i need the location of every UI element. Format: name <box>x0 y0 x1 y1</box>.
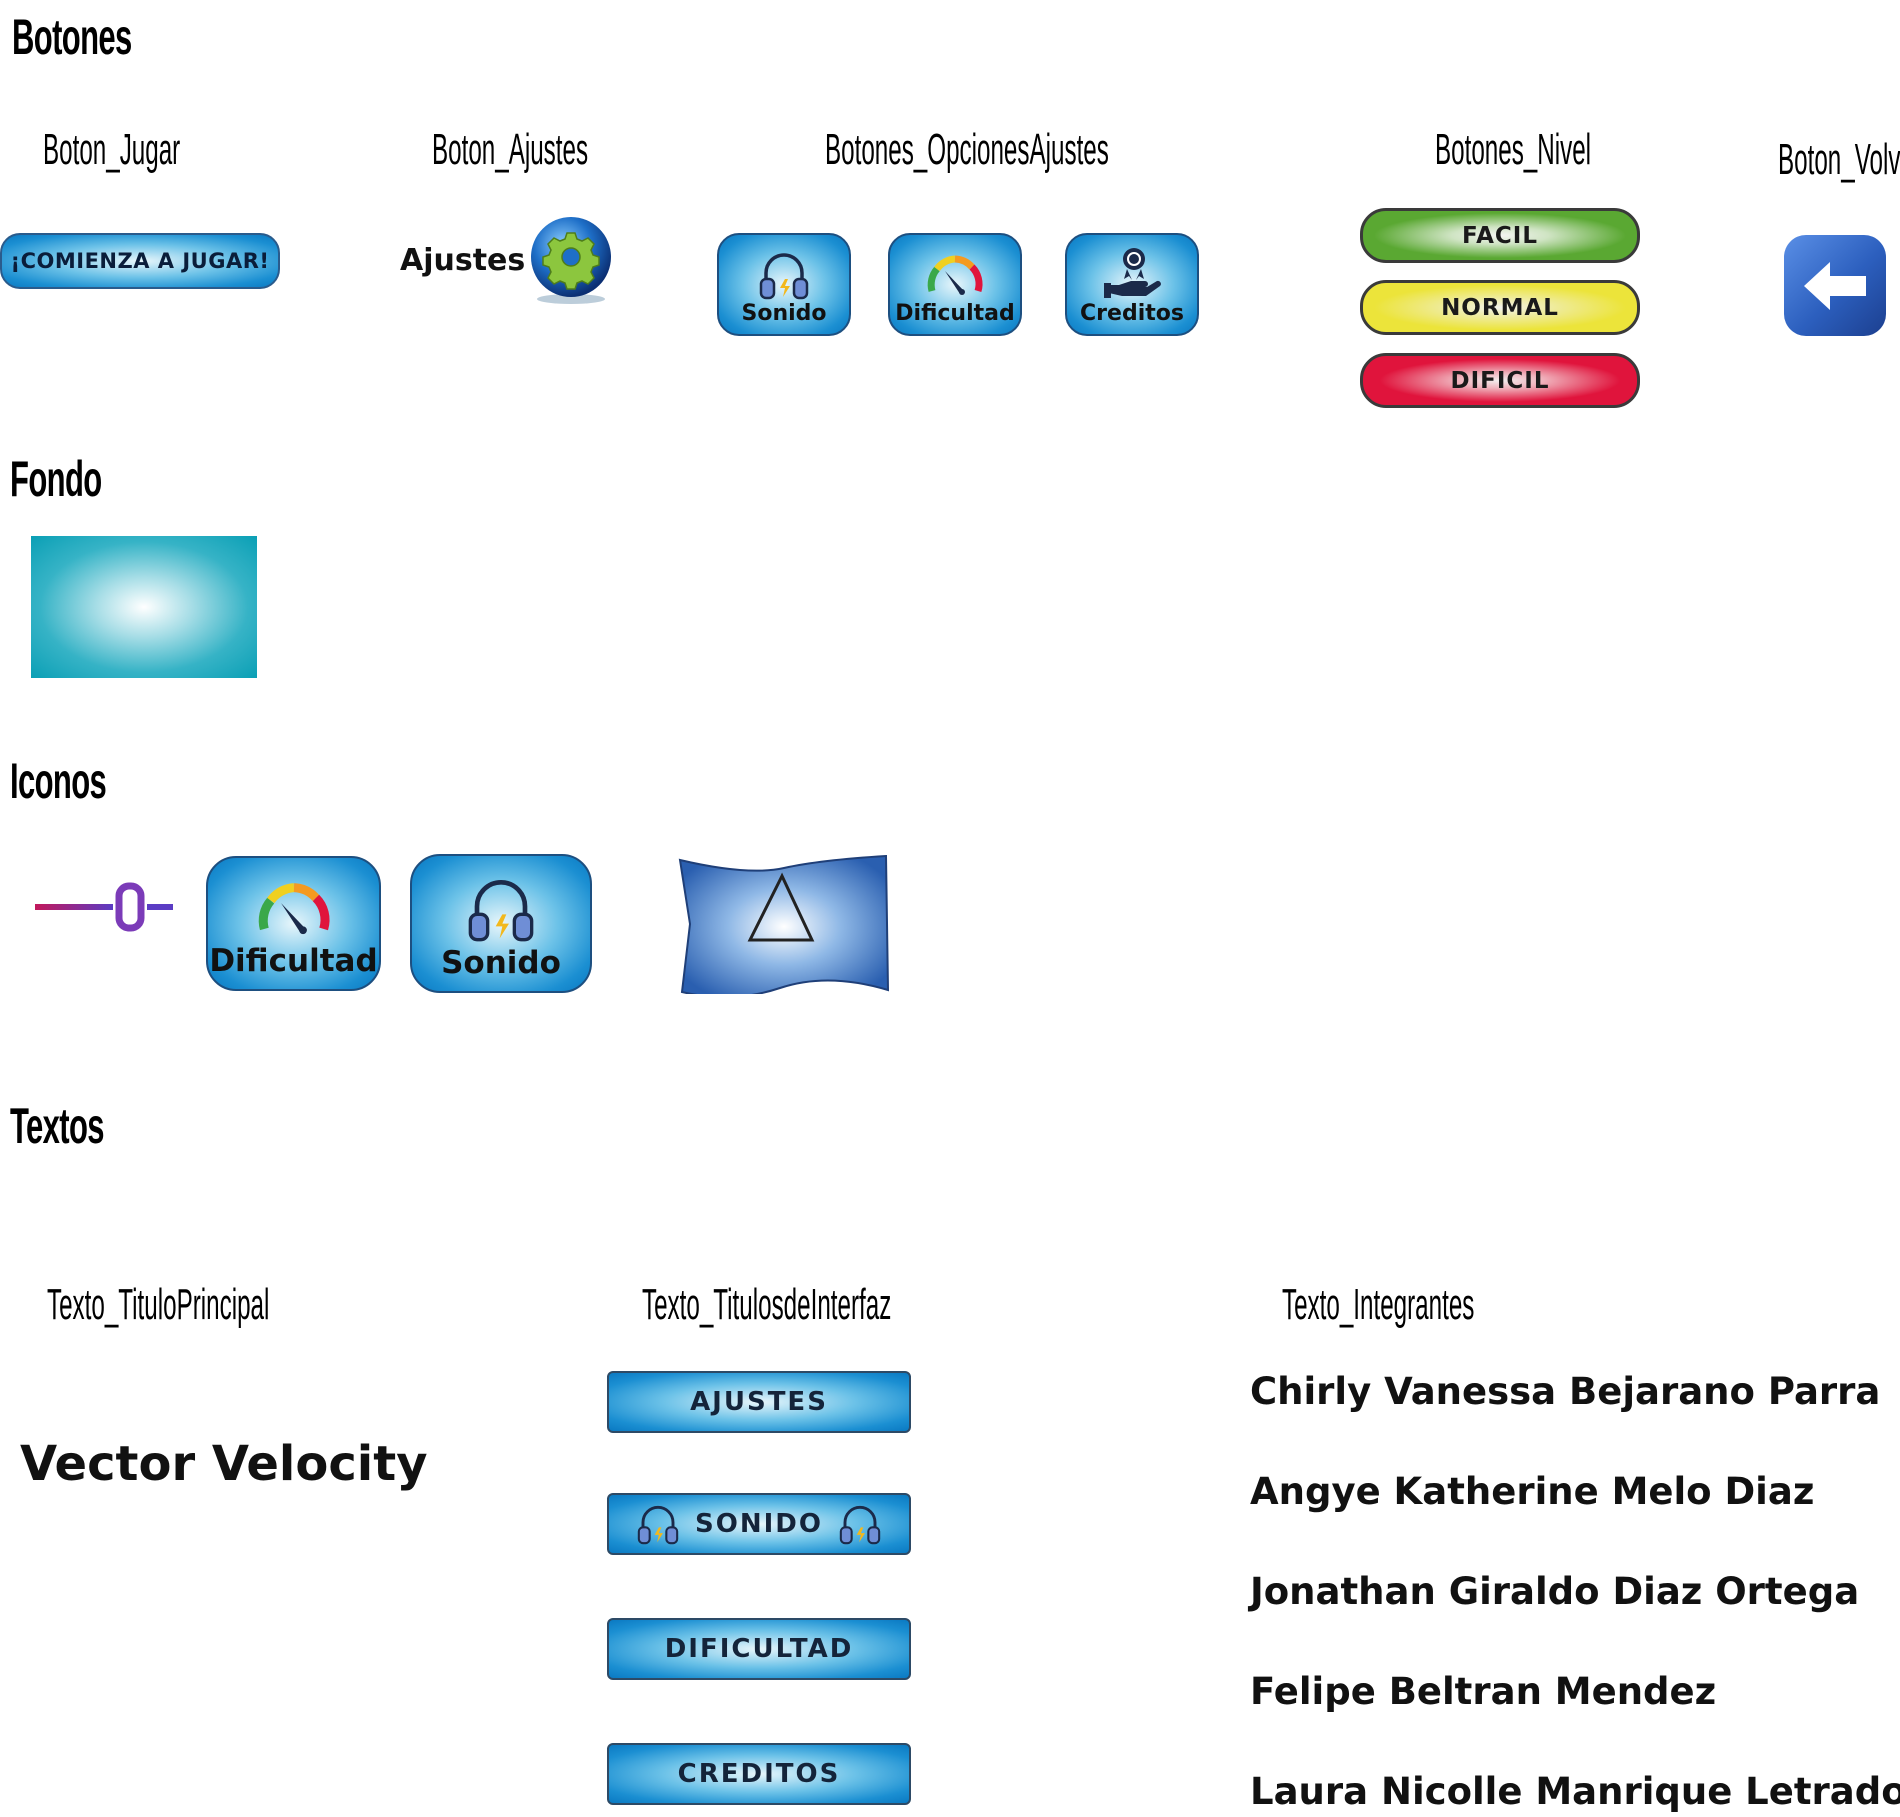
slider-icon <box>35 882 173 932</box>
member-name: Chirly Vanessa Bejarano Parra <box>1250 1370 1881 1413</box>
level-hard-button[interactable]: DIFICIL <box>1360 353 1640 408</box>
option-credits-label: Creditos <box>1080 301 1184 326</box>
headphones-icon <box>637 1505 679 1545</box>
arrow-left-icon <box>1804 261 1866 310</box>
headphones-icon <box>759 253 809 300</box>
subhead-titulo-principal: Texto_TituloPrincipal <box>47 1280 270 1329</box>
icon-sound-label: Sonido <box>441 945 561 981</box>
subhead-integrantes: Texto_Integrantes <box>1282 1280 1475 1329</box>
flag-triangle-icon <box>678 854 890 994</box>
subhead-volver: Boton_Volver <box>1778 135 1900 184</box>
gear-icon <box>531 217 612 304</box>
subhead-jugar: Boton_Jugar <box>43 125 181 174</box>
settings-button-label: Ajustes <box>400 242 526 278</box>
section-fondo: Fondo <box>10 451 102 507</box>
interface-title-difficulty: DIFICULTAD <box>607 1618 911 1680</box>
level-easy-button[interactable]: FACIL <box>1360 208 1640 263</box>
icon-difficulty-label: Dificultad <box>209 943 378 979</box>
option-sound-button[interactable]: Sonido <box>717 233 851 336</box>
member-name: Laura Nicolle Manrique Letrado <box>1250 1770 1900 1813</box>
subhead-nivel: Botones_Nivel <box>1435 125 1592 174</box>
play-button[interactable]: ¡COMIENZA A JUGAR! <box>0 233 280 289</box>
award-hand-icon <box>1104 248 1161 298</box>
subhead-ajustes: Boton_Ajustes <box>432 125 589 174</box>
interface-title-settings: AJUSTES <box>607 1371 911 1433</box>
member-name: Jonathan Giraldo Diaz Ortega <box>1250 1570 1860 1613</box>
settings-button[interactable]: Ajustes <box>400 215 613 305</box>
main-title: Vector Velocity <box>20 1436 428 1492</box>
option-credits-button[interactable]: Creditos <box>1065 233 1199 336</box>
headphones-icon <box>468 880 534 942</box>
member-name: Angye Katherine Melo Diaz <box>1250 1470 1815 1513</box>
icon-sound: Sonido <box>410 854 592 993</box>
background-swatch <box>31 536 257 678</box>
subhead-opciones: Botones_OpcionesAjustes <box>825 125 1109 174</box>
member-name: Felipe Beltran Mendez <box>1250 1670 1717 1713</box>
interface-title-sound: SONIDO <box>607 1493 911 1555</box>
headphones-icon <box>839 1505 881 1545</box>
option-difficulty-label: Dificultad <box>895 301 1015 326</box>
level-normal-button[interactable]: NORMAL <box>1360 280 1640 335</box>
icon-difficulty: Dificultad <box>206 856 381 991</box>
option-sound-label: Sonido <box>741 301 827 326</box>
section-textos: Textos <box>10 1098 105 1154</box>
option-difficulty-button[interactable]: Dificultad <box>888 233 1022 336</box>
back-button[interactable] <box>1784 235 1886 336</box>
subhead-titulos-interfaz: Texto_TitulosdeInterfaz <box>642 1280 892 1329</box>
section-iconos: Iconos <box>10 753 107 809</box>
speedometer-icon <box>258 883 330 935</box>
interface-title-credits: CREDITOS <box>607 1743 911 1805</box>
speedometer-icon <box>927 255 983 295</box>
interface-title-sound-label: SONIDO <box>695 1509 823 1539</box>
section-botones: Botones <box>12 9 132 65</box>
